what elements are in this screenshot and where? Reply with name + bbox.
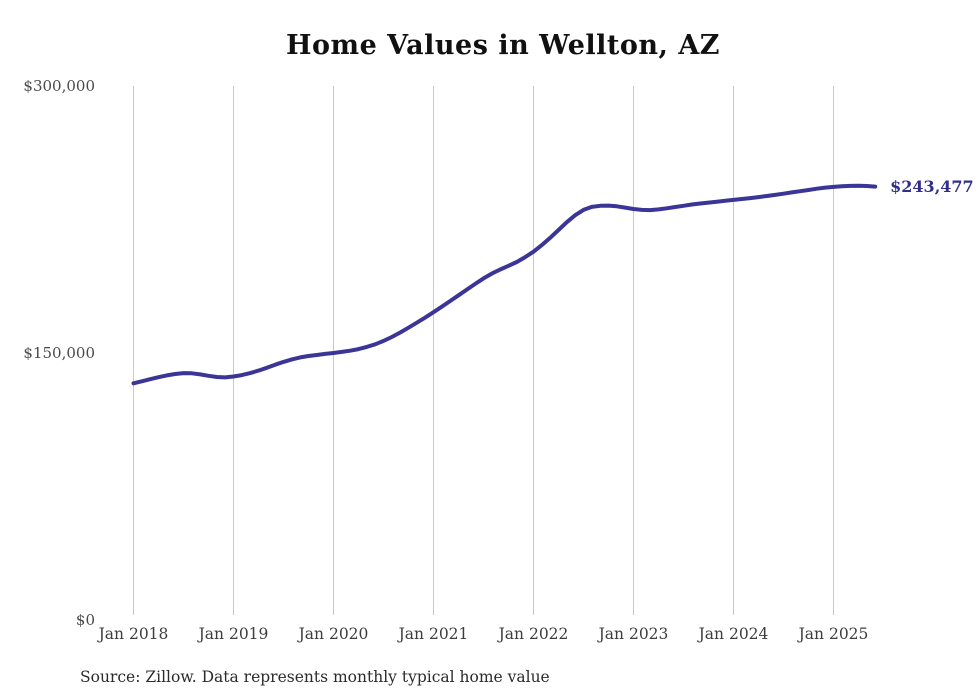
source-note: Source: Zillow. Data represents monthly … xyxy=(80,668,550,686)
x-axis-tick-label: Jan 2022 xyxy=(498,625,569,643)
x-axis-tick-label: Jan 2023 xyxy=(598,625,669,643)
x-axis-tick-label: Jan 2021 xyxy=(398,625,469,643)
x-axis-tick-label: Jan 2019 xyxy=(198,625,269,643)
x-axis-tick-label: Jan 2025 xyxy=(798,625,869,643)
chart-title: Home Values in Wellton, AZ xyxy=(286,30,720,61)
current-value-label: $243,477 xyxy=(890,176,974,196)
home-value-line xyxy=(131,183,878,386)
x-axis-tick-label: Jan 2020 xyxy=(298,625,369,643)
y-axis-tick-label: $300,000 xyxy=(23,77,95,95)
y-axis-tick-label: $0 xyxy=(75,611,95,629)
x-axis-tick-label: Jan 2018 xyxy=(98,625,169,643)
y-axis-tick-label: $150,000 xyxy=(23,344,95,362)
x-axis-tick-label: Jan 2024 xyxy=(698,625,769,643)
